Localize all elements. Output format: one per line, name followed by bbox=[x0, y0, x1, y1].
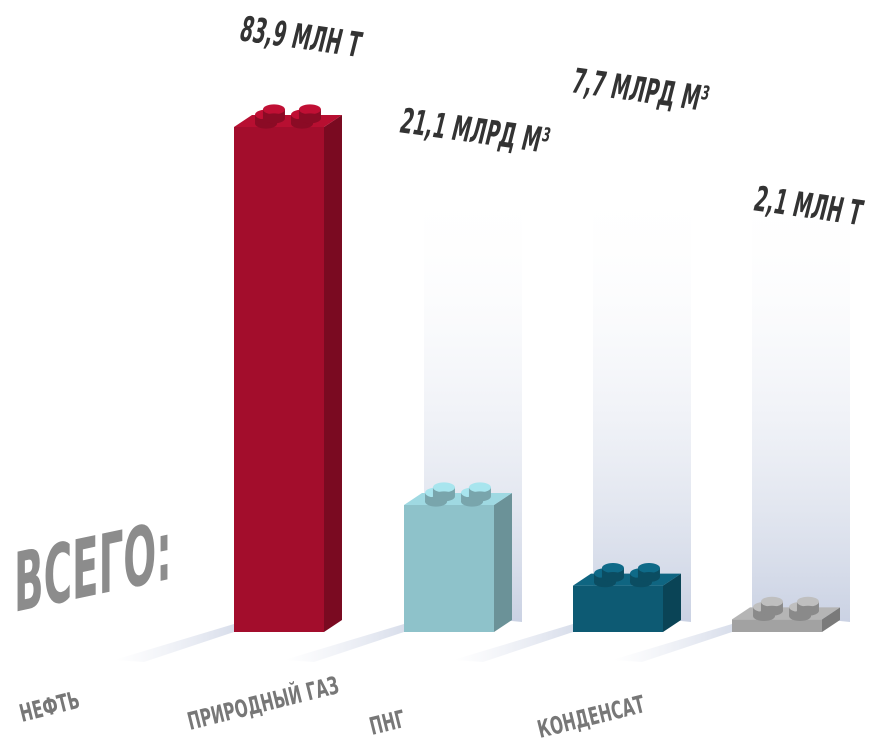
bar-front bbox=[573, 585, 663, 632]
floor-shadow bbox=[284, 624, 404, 662]
stud-bottom bbox=[468, 491, 491, 502]
stud-bottom bbox=[637, 572, 660, 583]
plot: 83,9 МЛН Т НЕФТЬ 21,1 МЛРД М³ ПРИРОДНЫЙ ГАЗ… bbox=[17, 9, 867, 743]
value-label: 83,9 МЛН Т bbox=[236, 9, 366, 66]
bar-front bbox=[234, 127, 324, 632]
bar-side bbox=[822, 607, 840, 632]
stud-top bbox=[637, 563, 660, 574]
floor-shadow bbox=[453, 624, 573, 662]
bar-side bbox=[494, 492, 512, 632]
stud-top bbox=[468, 482, 491, 493]
light-beam bbox=[593, 180, 691, 622]
value-label: 7,7 МЛРД М³ bbox=[568, 61, 713, 120]
stud-bottom bbox=[298, 113, 321, 124]
light-beam bbox=[752, 180, 850, 622]
bar bbox=[234, 104, 342, 632]
stud-top bbox=[432, 482, 455, 493]
chart-title: ВСЕГО: bbox=[14, 503, 172, 632]
stud-top bbox=[760, 596, 783, 607]
floor-shadow bbox=[612, 624, 732, 662]
bar bbox=[732, 596, 840, 632]
stud-bottom bbox=[601, 572, 624, 583]
stud-bottom bbox=[432, 491, 455, 502]
stud-top bbox=[796, 596, 819, 607]
bar-front bbox=[732, 619, 822, 632]
bar-top bbox=[573, 573, 681, 586]
stud-top bbox=[601, 563, 624, 574]
bar-top bbox=[234, 115, 342, 127]
bar-side bbox=[324, 115, 342, 632]
bar-front bbox=[404, 504, 494, 632]
stud-top bbox=[298, 104, 321, 115]
category-label: ПРИРОДНЫЙ ГАЗ bbox=[185, 671, 342, 736]
stud-bottom bbox=[262, 113, 285, 124]
bar bbox=[404, 482, 512, 632]
stud-bottom bbox=[796, 605, 819, 616]
stud-top bbox=[262, 104, 285, 115]
floor-shadow bbox=[114, 624, 234, 662]
bar-side bbox=[663, 573, 681, 632]
stud-bottom bbox=[760, 605, 783, 616]
value-label: 21,1 МЛРД М³ bbox=[396, 101, 554, 162]
category-label: КОНДЕНСАТ bbox=[535, 690, 648, 743]
category-label: НЕФТЬ bbox=[17, 685, 83, 728]
bar bbox=[573, 563, 681, 632]
bar-top bbox=[732, 607, 840, 620]
bar-top bbox=[404, 492, 512, 505]
category-label: ПНГ bbox=[367, 704, 408, 740]
